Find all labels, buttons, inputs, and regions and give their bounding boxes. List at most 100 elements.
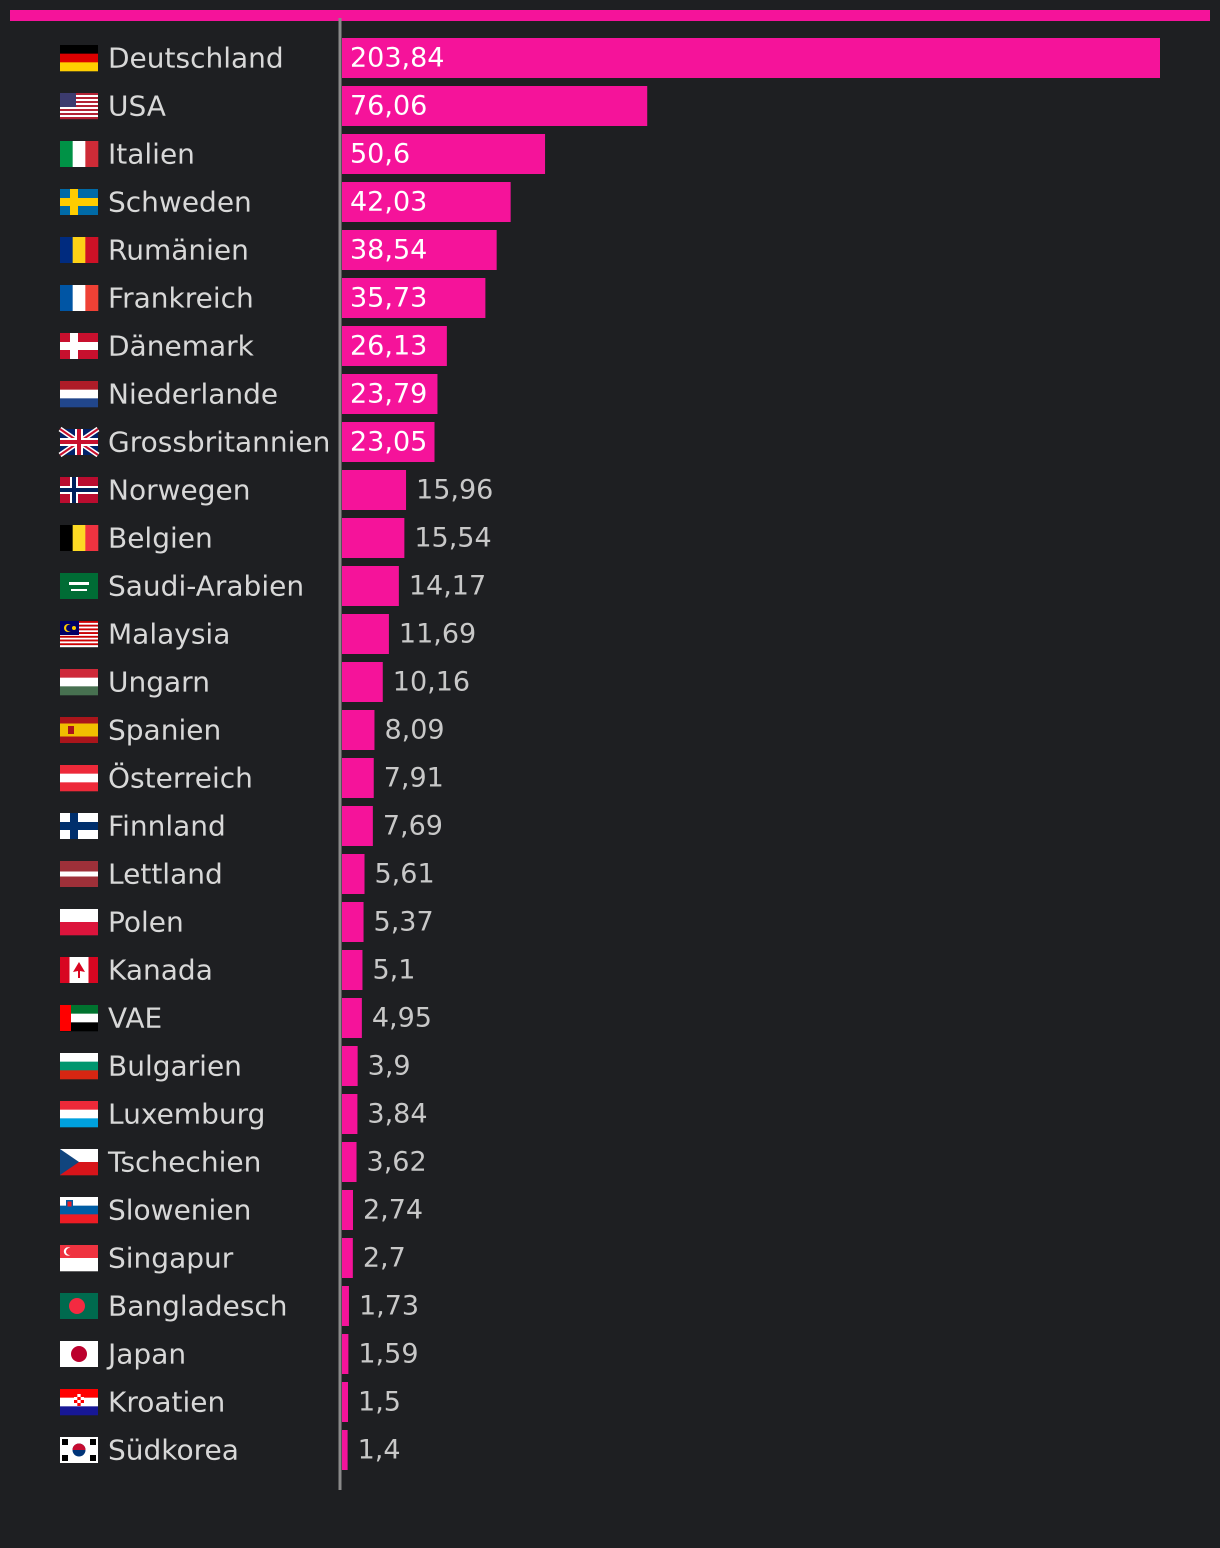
data-label: 5,61 [375,859,435,890]
chart-row: Deutschland 203,84 [60,38,1160,78]
data-label: 3,9 [368,1051,411,1082]
category-label: Kroatien [108,1386,225,1419]
flag-finland-icon [60,813,98,839]
category-label: Japan [106,1338,186,1371]
category-label: Luxemburg [108,1098,265,1131]
chart-row: Luxemburg 3,84 [60,1094,428,1134]
bar [342,710,375,750]
data-label: 14,17 [409,571,486,602]
chart-row: Österreich 7,91 [60,758,444,798]
bar [342,326,447,366]
data-label: 1,73 [359,1291,419,1322]
bar [342,1094,358,1134]
flag-croatia-icon [60,1389,98,1416]
category-label: Lettland [108,858,223,891]
flag-slovenia-icon [60,1197,98,1224]
data-label: 50,6 [350,139,410,170]
bar [342,614,389,654]
data-label: 5,1 [372,955,415,986]
data-label: 7,69 [383,811,443,842]
flag-germany-icon [60,45,98,72]
bar [342,758,374,798]
chart-row: Bulgarien 3,9 [60,1046,411,1086]
bar [342,1286,349,1326]
chart-row: Niederlande 23,79 [60,374,438,414]
bar [342,134,546,174]
flag-italy-icon [60,141,99,167]
bar [342,854,365,894]
bar [342,1142,357,1182]
data-label: 1,5 [358,1387,401,1418]
data-label: 1,4 [358,1435,401,1466]
header-accent-bar [10,10,1210,21]
data-label: 7,91 [384,763,444,794]
flag-denmark-icon [60,333,98,359]
chart-row: Frankreich 35,73 [60,278,486,318]
flag-spain-icon [60,717,98,743]
category-label: Rumänien [108,234,249,267]
category-label: Bulgarien [108,1050,242,1083]
bar [342,374,438,414]
category-label: Dänemark [108,330,255,363]
data-label: 8,09 [384,715,444,746]
chart-row: Belgien 15,54 [60,518,492,558]
category-label: Frankreich [108,282,254,315]
bar [342,662,383,702]
bar [342,86,648,126]
chart-row: Polen 5,37 [60,902,434,942]
chart-row: Kroatien 1,5 [60,1382,401,1422]
chart-row: Italien 50,6 [60,134,546,174]
category-label: Spanien [108,714,221,747]
chart-row: USA 76,06 [60,86,648,126]
flag-uae-icon [60,1005,98,1032]
data-label: 10,16 [393,667,470,698]
data-label: 38,54 [350,235,427,266]
chart-row: Dänemark 26,13 [60,326,447,366]
category-label: Deutschland [108,42,284,75]
flag-belgium-icon [60,525,99,551]
bar [342,1334,349,1374]
data-label: 26,13 [350,331,427,362]
chart-row: Malaysia 11,69 [60,614,476,654]
data-label: 3,84 [367,1099,427,1130]
bar [342,1046,358,1086]
data-label: 35,73 [350,283,427,314]
category-label: Südkorea [108,1434,239,1467]
category-label: Polen [108,906,184,939]
data-label: 2,74 [363,1195,423,1226]
flag-romania-icon [60,237,99,263]
chart-row: VAE 4,95 [60,998,432,1038]
flag-netherlands-icon [60,381,98,408]
bar [342,902,364,942]
data-label: 11,69 [399,619,476,650]
flag-singapore-icon [60,1245,98,1272]
chart-row: Lettland 5,61 [60,854,435,894]
bar [342,422,435,462]
category-label: Kanada [108,954,213,987]
category-label: Niederlande [108,378,278,411]
data-label: 1,59 [358,1339,418,1370]
chart-row: Tschechien 3,62 [60,1142,427,1182]
flag-bangladesh-icon [60,1293,98,1319]
chart-row: Rumänien 38,54 [60,230,497,270]
chart-row: Spanien 8,09 [60,710,445,750]
category-label: Belgien [108,522,213,555]
category-label: Singapur [108,1242,234,1275]
flag-france-icon [60,285,99,311]
flag-poland-icon [60,909,98,936]
data-label: 4,95 [372,1003,432,1034]
category-label: Malaysia [108,618,230,651]
bar [342,806,373,846]
category-label: Ungarn [108,666,210,699]
chart-row: Südkorea 1,4 [60,1430,401,1470]
flag-malaysia-icon [60,621,98,648]
chart-row: Ungarn 10,16 [60,662,470,702]
bar [342,566,399,606]
data-label: 15,54 [414,523,491,554]
category-label: Grossbritannien [108,426,330,459]
category-label: USA [108,90,166,123]
bar [342,1238,353,1278]
bar [342,998,362,1038]
category-label: VAE [108,1002,162,1035]
bar [342,470,407,510]
